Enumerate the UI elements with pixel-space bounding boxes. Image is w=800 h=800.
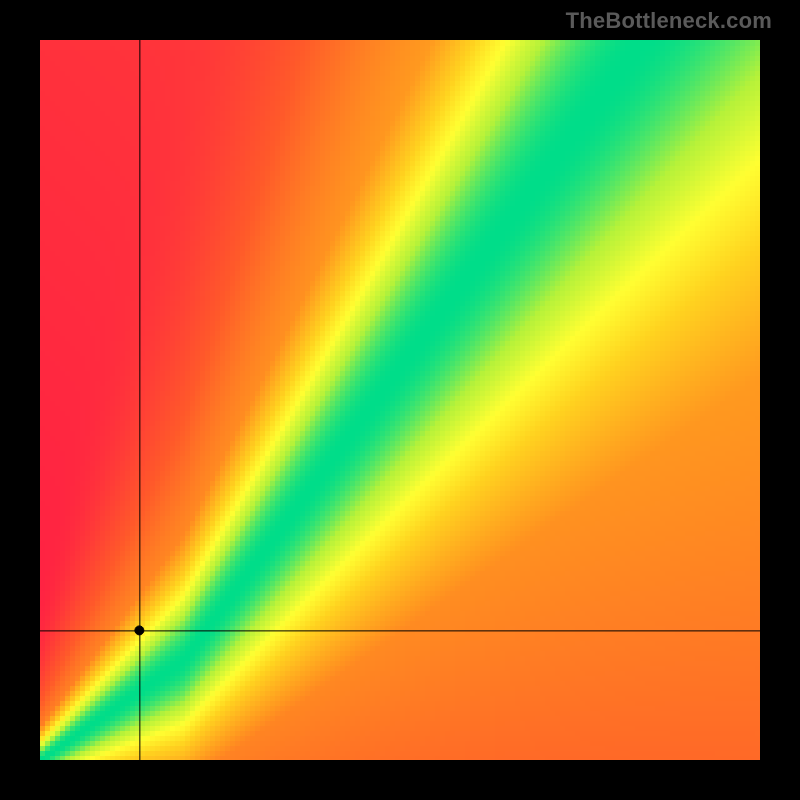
watermark-text: TheBottleneck.com	[566, 8, 772, 34]
chart-container: TheBottleneck.com	[0, 0, 800, 800]
heatmap-plot	[40, 40, 760, 760]
heatmap-canvas	[40, 40, 760, 760]
